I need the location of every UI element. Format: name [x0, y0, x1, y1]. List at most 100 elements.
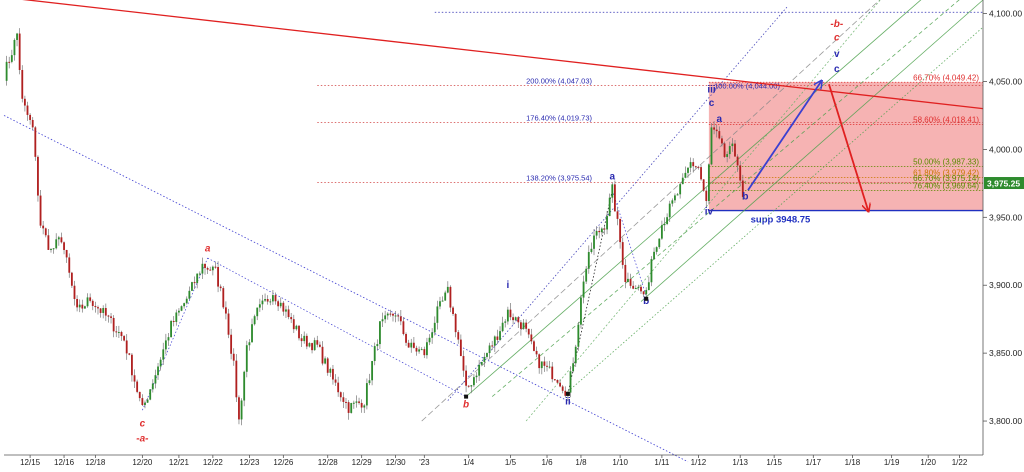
candle-body [491, 345, 494, 347]
candle-body [501, 322, 504, 332]
candle-body [326, 358, 329, 373]
candle-body [337, 382, 340, 393]
candle-body [590, 248, 593, 253]
candle-body [527, 328, 530, 335]
candle-body [702, 179, 705, 191]
candle-body [287, 309, 290, 318]
candle-body [580, 297, 582, 325]
candle-body [572, 363, 575, 372]
candle-body [642, 291, 645, 295]
candle-body [595, 230, 598, 236]
candle-body [399, 316, 402, 322]
wave-label: -a- [136, 433, 149, 444]
fib-level-label: 100.00% (4,044.00) [714, 82, 780, 91]
channel-line [465, 0, 922, 397]
candle-body [535, 350, 538, 355]
candle-body [650, 259, 653, 283]
candle-body [81, 304, 84, 309]
y-tick-label: 3,900.00 [989, 280, 1022, 290]
candle-body [420, 349, 423, 351]
candle-body [352, 402, 355, 404]
candle-body [345, 401, 347, 403]
candle-body [582, 281, 585, 298]
candle-body [162, 349, 165, 360]
candle-body [91, 300, 94, 306]
last-price-label: 3,975.25 [987, 179, 1020, 189]
candle-body [671, 200, 674, 204]
candle-body [402, 321, 405, 335]
x-tick-label: '23 [419, 458, 430, 467]
candle-body [13, 39, 16, 56]
candle-body [480, 361, 483, 365]
candle-body [517, 317, 520, 323]
x-tick-label: 12/23 [239, 458, 260, 467]
candle-body [407, 342, 410, 348]
candle-body [707, 164, 710, 202]
candle-body [621, 242, 624, 265]
candle-body [538, 354, 541, 369]
candle-body [381, 319, 384, 322]
wave-connector-line [207, 257, 467, 397]
candle-body [219, 286, 222, 289]
candle-body [201, 263, 204, 274]
candle-body [405, 334, 407, 343]
candle-body [350, 403, 353, 413]
candle-body [164, 340, 167, 350]
last-price-tag [984, 177, 1024, 190]
pivot-marker [644, 296, 649, 301]
fib-level-label: 176.40% (4,019.73) [526, 114, 592, 123]
candle-body [193, 282, 196, 284]
candle-body [627, 278, 629, 282]
x-tick-label: 12/29 [352, 458, 373, 467]
channel-line [421, 0, 881, 422]
candle-body [559, 382, 561, 387]
wave-label: a [205, 243, 211, 254]
candle-body [167, 337, 170, 341]
projection-down-arrow [828, 83, 868, 210]
candle-body [363, 405, 366, 408]
x-tick-label: 1/18 [845, 458, 861, 467]
candle-body [318, 344, 321, 347]
candle-body [258, 304, 261, 308]
candle-body [692, 162, 695, 167]
candle-body [159, 359, 162, 367]
candle-body [660, 225, 663, 239]
candle-body [141, 398, 144, 405]
candle-body [426, 342, 428, 356]
candle-body [248, 342, 251, 346]
wave-label: b [742, 192, 748, 203]
candle-body [689, 162, 692, 168]
candle-body [676, 194, 679, 196]
candle-body [606, 216, 608, 230]
y-axis: 3,800.00 3,850.00 3,900.00 3,950.00 4,000.00… [982, 0, 1024, 455]
candle-body [616, 211, 619, 219]
candle-body [433, 322, 436, 333]
candle-body [329, 368, 332, 373]
candle-body [94, 305, 97, 308]
box-level-label: 76.40% (3,969.64) [913, 182, 979, 191]
candle-body [112, 317, 115, 332]
candle-body [640, 286, 642, 292]
red-trendline [22, 0, 984, 110]
candle-body [577, 324, 580, 347]
candle-body [308, 343, 311, 347]
wave-label: i [506, 280, 509, 291]
candle-body [415, 347, 418, 352]
candle-body [271, 295, 274, 302]
candle-body [412, 342, 415, 348]
candle-body [57, 237, 60, 240]
x-tick-label: 12/21 [169, 458, 190, 467]
candle-body [392, 313, 394, 316]
candle-body [358, 401, 360, 403]
x-tick-label: 1/12 [691, 458, 707, 467]
candle-body [347, 402, 350, 413]
candle-body [16, 33, 18, 40]
candle-body [18, 33, 21, 70]
candle-body [715, 129, 718, 132]
candle-body [647, 282, 650, 291]
candle-body [214, 266, 217, 268]
candle-body [473, 377, 475, 386]
candle-body [55, 239, 58, 249]
candle-body [619, 218, 622, 243]
candle-body [99, 308, 102, 313]
